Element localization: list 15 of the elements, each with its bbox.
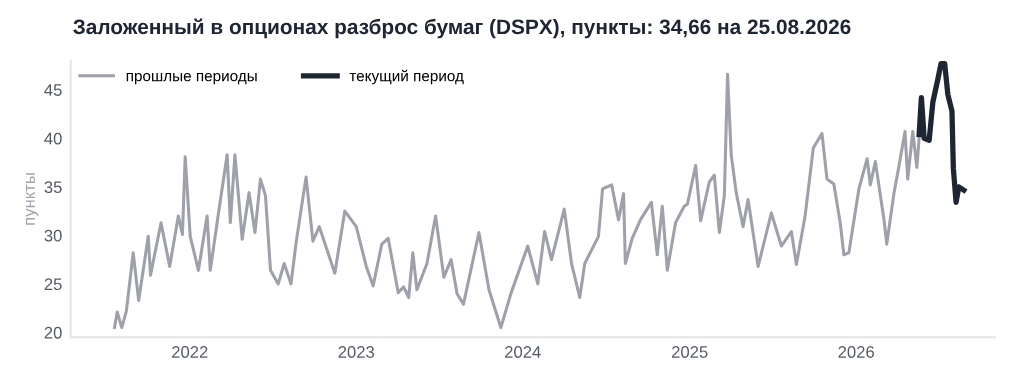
legend-label: текущий период <box>349 69 464 85</box>
y-axis-title: пункты <box>26 173 39 225</box>
y-tick-label: 20 <box>44 326 62 339</box>
chart-title: Заложенный в опционах разброс бумаг (DSPX), пункты: 34,66 на 25.08.2026 <box>73 18 851 39</box>
y-tick-label: 40 <box>44 132 62 145</box>
legend-label: прошлые периоды <box>126 72 257 85</box>
x-tick-label: 2026 <box>838 346 874 358</box>
y-tick-label: 35 <box>44 181 62 194</box>
y-tick-label: 25 <box>44 278 62 291</box>
x-tick-label: 2022 <box>172 346 208 358</box>
y-tick-label: 30 <box>44 229 62 242</box>
x-tick-label: 2023 <box>338 346 375 358</box>
x-tick-label: 2025 <box>671 346 708 358</box>
y-tick-label: 45 <box>44 84 62 96</box>
x-tick-label: 2024 <box>505 346 541 358</box>
